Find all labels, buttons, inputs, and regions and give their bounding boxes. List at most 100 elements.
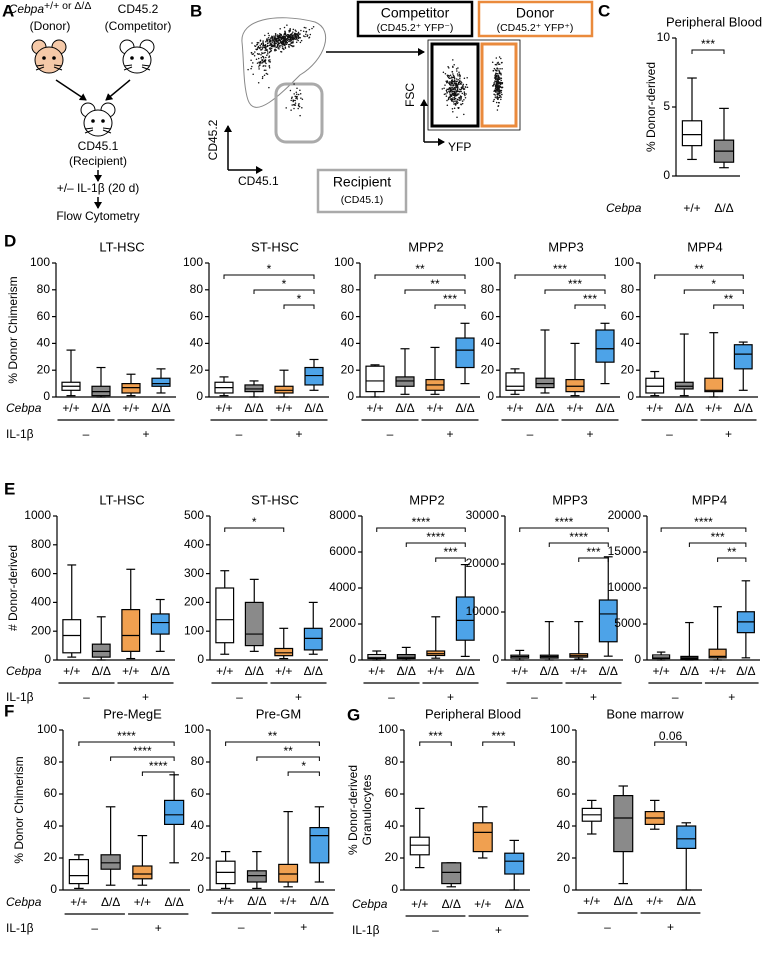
event-dot — [495, 63, 498, 66]
event-dot — [296, 34, 299, 36]
y-tick-label: 80 — [341, 282, 355, 296]
event-dot — [497, 93, 499, 96]
y-tick-label: 0 — [44, 652, 51, 666]
event-dot — [263, 52, 265, 54]
recipient-name: CD45.1 — [78, 139, 119, 153]
event-dot — [262, 60, 265, 63]
x-tick-label: Δ/Δ — [540, 664, 559, 678]
event-dot — [457, 87, 459, 89]
event-dot — [308, 28, 311, 31]
group-label: + — [155, 921, 162, 935]
x-tick-label: Δ/Δ — [310, 894, 329, 908]
event-dot — [500, 73, 502, 76]
event-dot — [464, 96, 467, 99]
event-dot — [257, 45, 260, 48]
event-dot — [451, 88, 453, 91]
y-tick-label: 20 — [191, 850, 205, 864]
significance-label: **** — [694, 515, 713, 529]
x-tick-label: Δ/Δ — [245, 664, 264, 678]
significance-label: *** — [443, 292, 457, 306]
event-dot — [302, 30, 305, 32]
x-tick-label: +/+ — [70, 895, 87, 909]
event-dot — [497, 88, 499, 91]
group-label: – — [432, 923, 439, 937]
donor-role: (Donor) — [30, 19, 71, 33]
group-label: – — [83, 690, 90, 704]
event-dot — [446, 81, 448, 84]
event-dot — [285, 34, 288, 37]
significance-bracket — [224, 527, 285, 532]
event-dot — [297, 107, 299, 110]
event-dot — [457, 107, 460, 109]
event-dot — [274, 37, 277, 40]
event-dot — [292, 41, 294, 43]
box — [215, 587, 235, 644]
event-dot — [458, 81, 461, 84]
event-dot — [289, 35, 292, 38]
axis-label: YFP — [448, 140, 471, 154]
event-dot — [270, 40, 272, 42]
significance-bracket — [434, 304, 466, 309]
x-tick-label: +/+ — [646, 401, 663, 415]
event-dot — [452, 59, 454, 61]
event-dot — [460, 83, 462, 86]
event-dot — [289, 27, 291, 30]
event-dot — [454, 103, 457, 105]
donor-detail: (CD45.2⁺ YFP⁺) — [497, 22, 574, 34]
row-label: Cebpa — [6, 895, 42, 909]
event-dot — [297, 93, 300, 96]
competitor-name: CD45.2 — [118, 2, 159, 16]
event-dot — [306, 35, 308, 38]
y-tick-label: 100 — [550, 722, 570, 736]
event-dot — [296, 98, 299, 100]
event-dot — [264, 44, 266, 47]
x-tick-label: Δ/Δ — [101, 895, 120, 909]
competitor-role: (Competitor) — [105, 19, 172, 33]
y-tick-label: 500 — [184, 508, 204, 522]
chart-title: Pre-GM — [256, 706, 302, 721]
event-dot — [261, 77, 264, 80]
event-dot — [290, 44, 293, 47]
event-dot — [285, 39, 287, 41]
y-tick-label: 100 — [30, 255, 50, 269]
panel-label: B — [190, 1, 202, 20]
event-dot — [453, 91, 456, 94]
significance-bracket — [223, 274, 315, 279]
readout: Flow Cytometry — [56, 209, 139, 223]
panel-label: D — [4, 231, 16, 250]
event-dot — [452, 84, 454, 87]
significance-bracket — [283, 304, 315, 309]
event-dot — [265, 49, 268, 51]
event-dot — [460, 96, 463, 98]
chart-title: ST-HSC — [251, 492, 299, 507]
y-tick-label: 80 — [44, 754, 58, 768]
event-dot — [287, 33, 290, 36]
y-tick-label: 40 — [341, 336, 355, 350]
significance-bracket — [691, 49, 725, 54]
significance-label: 0.06 — [659, 729, 683, 743]
y-tick-label: 20 — [481, 362, 495, 376]
event-dot — [295, 30, 297, 33]
event-dot — [291, 35, 294, 37]
event-dot — [284, 33, 286, 35]
event-dot — [457, 67, 459, 69]
event-dot — [455, 91, 458, 93]
event-dot — [256, 62, 259, 64]
significance-bracket — [654, 741, 687, 746]
event-dot — [498, 69, 500, 72]
box — [164, 799, 185, 826]
event-dot — [449, 74, 452, 76]
x-tick-label: +/+ — [583, 894, 600, 908]
significance-bracket — [376, 527, 466, 532]
x-tick-label: +/+ — [705, 401, 722, 415]
group-row-label: IL-1β — [6, 921, 34, 935]
event-dot — [254, 45, 257, 47]
event-dot — [494, 73, 497, 76]
event-dot — [455, 86, 457, 88]
event-dot — [497, 80, 500, 83]
event-dot — [252, 62, 254, 64]
event-dot — [496, 88, 498, 90]
box — [244, 384, 264, 393]
significance-bracket — [435, 557, 466, 562]
y-tick-label: 0 — [197, 652, 204, 666]
